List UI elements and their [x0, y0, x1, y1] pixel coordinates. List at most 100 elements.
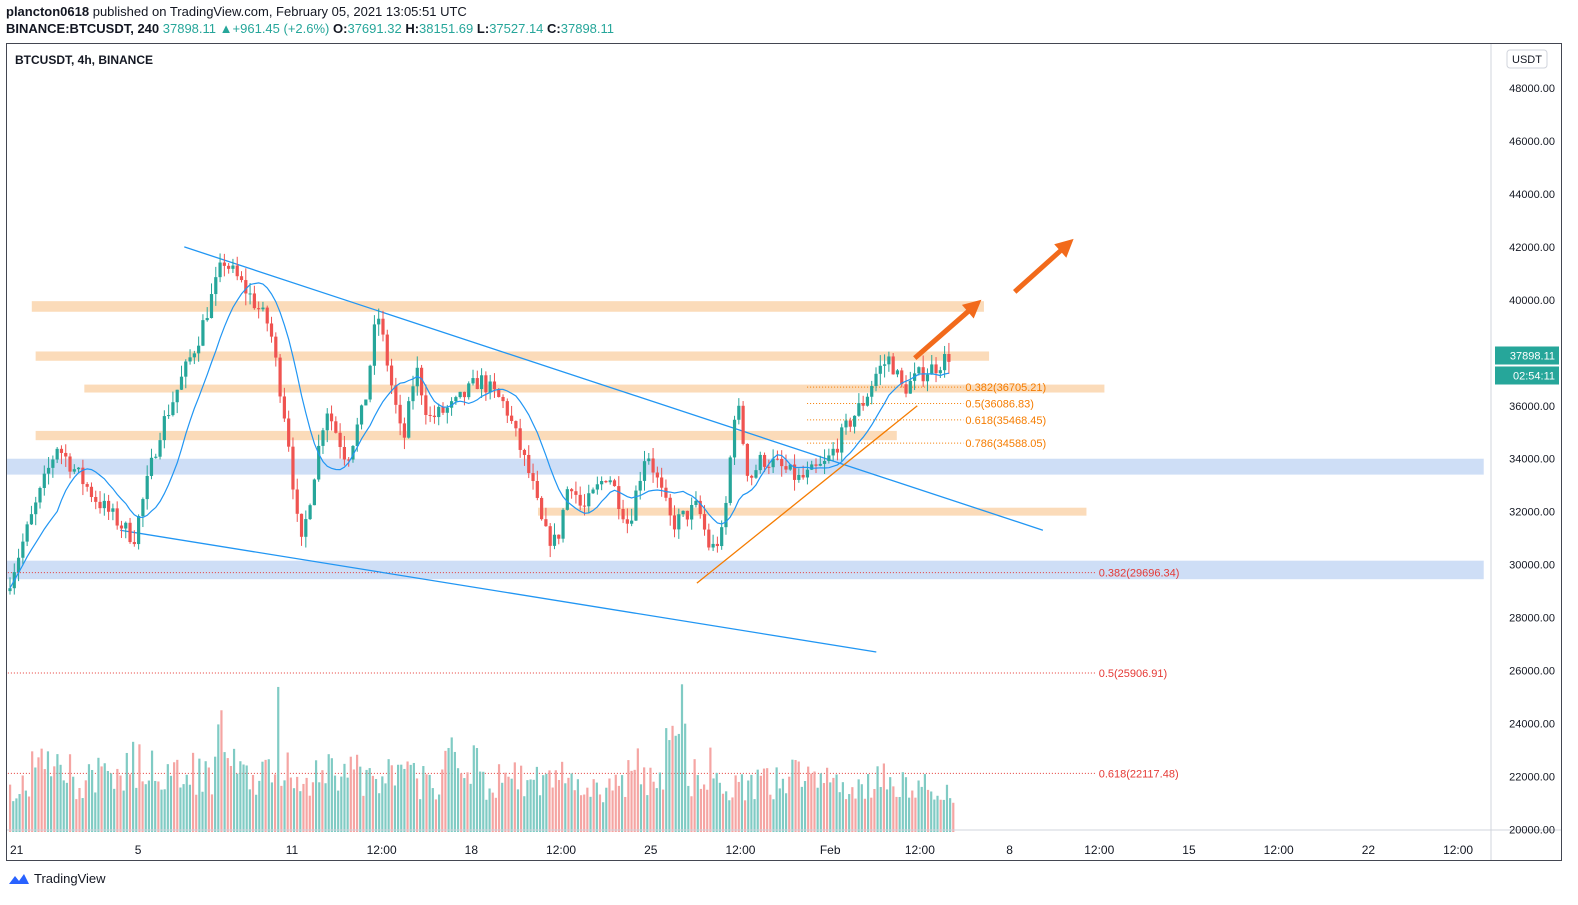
candle-body: [321, 430, 325, 446]
volume-bar: [602, 802, 605, 832]
candle-body: [419, 367, 424, 396]
zones-layer: [7, 301, 1484, 580]
volume-bar: [311, 782, 315, 832]
candle-body: [895, 370, 900, 375]
candle-body: [402, 423, 407, 438]
x-tick-label: 8: [1006, 843, 1013, 857]
candle-body: [741, 405, 745, 444]
resistance-zone: [35, 430, 897, 441]
candle-body: [724, 502, 728, 528]
candle-body: [154, 456, 158, 458]
candle-body: [227, 265, 231, 269]
candle-body: [389, 365, 394, 386]
x-tick-label: Feb: [820, 843, 841, 857]
countdown-tag-label: 02:54:11: [1513, 370, 1555, 382]
volume-bar: [570, 773, 573, 832]
volume-bar: [422, 766, 425, 832]
trendline: [120, 529, 877, 653]
volume-bar: [46, 751, 50, 832]
volume-bar: [384, 783, 387, 832]
volume-bar: [882, 763, 885, 832]
volume-bar: [106, 770, 109, 832]
currency-box[interactable]: [1506, 49, 1548, 69]
candle-body: [797, 474, 801, 480]
candle-body: [372, 324, 377, 366]
price-chart[interactable]: 0.382(36705.21) 0.5(36086.83) 0.618(35468.…: [7, 44, 1561, 860]
candle-body: [334, 421, 338, 433]
candle-body: [698, 500, 702, 515]
y-tick-label: 26000.00: [1509, 666, 1555, 678]
volume-bar: [412, 762, 415, 832]
volume-bar: [31, 751, 34, 832]
chart-frame[interactable]: 0.382(36705.21) 0.5(36086.83) 0.618(35468.…: [6, 43, 1562, 861]
volume-bar: [15, 798, 18, 832]
volume-bar: [923, 774, 926, 832]
volume-bar: [863, 798, 867, 832]
candle-body: [188, 357, 192, 362]
volume-bar: [857, 779, 860, 832]
candle-body: [428, 414, 432, 416]
candle-body: [317, 445, 321, 480]
candle-body: [38, 487, 42, 503]
volume-bar: [277, 686, 280, 832]
publisher-name[interactable]: plancton0618: [6, 4, 90, 19]
candle-body: [737, 405, 741, 420]
volume-bar: [832, 777, 835, 832]
candle-body: [252, 293, 256, 309]
fib-level-label: 0.618(22117.48): [1099, 768, 1179, 780]
volume-bar: [210, 794, 214, 832]
volume-bar: [810, 773, 813, 832]
candle-body: [497, 389, 501, 397]
volume-bar: [365, 769, 368, 832]
candle-body: [115, 508, 119, 526]
volume-bar: [182, 784, 185, 832]
volume-bar: [734, 775, 737, 832]
volume-bar: [132, 741, 135, 832]
volume-bar: [952, 802, 955, 832]
volume-bar: [400, 764, 403, 832]
tradingview-brand[interactable]: TradingView: [8, 871, 106, 886]
volume-bar: [873, 788, 876, 832]
volume-bar: [620, 775, 624, 832]
candle-body: [510, 415, 514, 422]
candle-body: [269, 323, 274, 337]
candle-body: [882, 364, 887, 366]
candle-body: [745, 443, 749, 476]
volume-bar: [43, 769, 46, 832]
candle-body: [368, 365, 372, 400]
volume-bar: [876, 766, 879, 832]
y-tick-label: 28000.00: [1509, 613, 1555, 625]
candle-body: [98, 501, 102, 509]
volume-bar: [214, 756, 217, 832]
candle-body: [445, 407, 449, 413]
volume-bar: [867, 774, 870, 832]
volume-bar: [283, 780, 286, 832]
volume-bar: [340, 776, 343, 832]
candle-body: [518, 428, 522, 450]
volume-bar: [267, 759, 270, 832]
candle-body: [887, 356, 891, 365]
candle-body: [934, 364, 938, 374]
volume-bar: [460, 773, 463, 832]
candle-body: [767, 466, 771, 468]
candle-body: [59, 448, 64, 453]
volume-bar: [236, 773, 239, 832]
candle-body: [308, 505, 312, 520]
y-tick-label: 22000.00: [1509, 771, 1555, 783]
candle-body: [94, 496, 98, 502]
candle-body: [467, 383, 471, 398]
volume-bar: [747, 780, 750, 832]
x-tick-label: 22: [1362, 843, 1376, 857]
candle-body: [831, 448, 835, 456]
volume-bar: [904, 777, 908, 832]
volume-bar: [87, 764, 91, 832]
y-tick-label: 44000.00: [1509, 189, 1555, 201]
volume-bar: [447, 747, 450, 832]
x-tick-label: 12:00: [367, 843, 397, 857]
candle-body: [771, 458, 775, 468]
open-value: 37691.32: [347, 21, 402, 36]
volume-bar: [513, 762, 516, 832]
volume-bar: [769, 794, 772, 832]
candle-body: [274, 336, 278, 358]
candle-body: [81, 467, 85, 485]
